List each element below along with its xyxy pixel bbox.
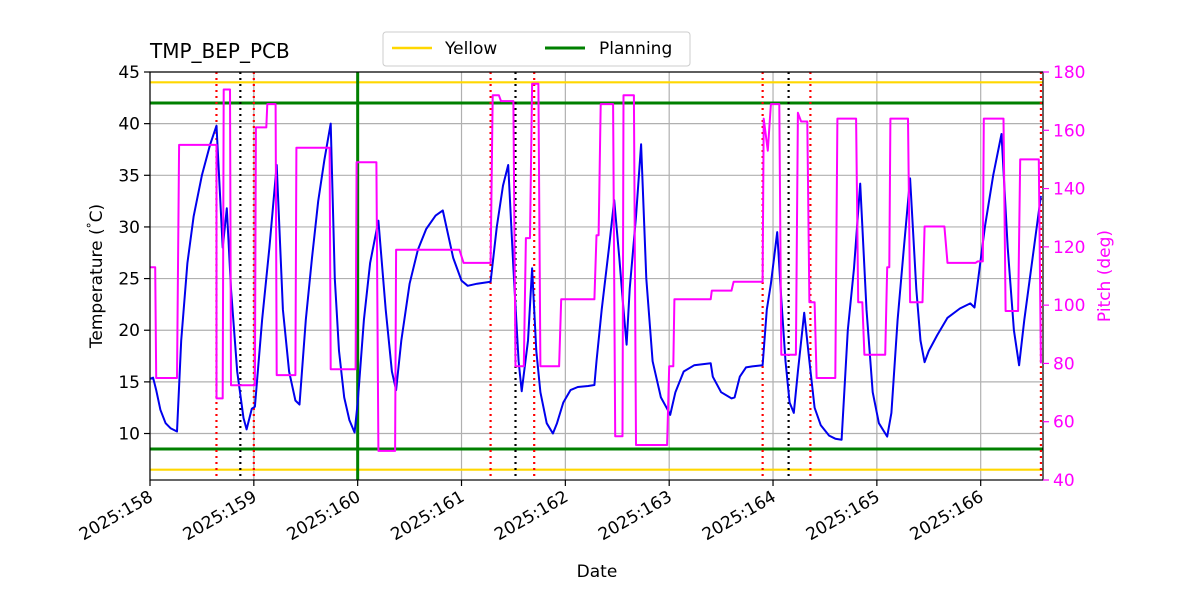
y2-tick-label: 120 [1053, 238, 1085, 258]
y-tick-label: 15 [118, 373, 140, 393]
y2-tick-label: 140 [1053, 180, 1085, 200]
chart-title: TMP_BEP_PCB [149, 39, 290, 63]
y-axis-label-text: Temperature ( [87, 228, 107, 349]
y-tick-label: 30 [118, 218, 140, 238]
y2-tick-label: 180 [1053, 63, 1085, 83]
plot-frame [149, 71, 1044, 481]
y-tick-label: 45 [118, 63, 140, 83]
legend-box [382, 31, 691, 67]
y2-tick-label: 80 [1053, 354, 1075, 374]
y2-tick-label: 160 [1053, 121, 1085, 141]
y-axis-label-unit: C) [87, 204, 107, 223]
x-axis-label: Date [577, 562, 618, 582]
temperature-series-line [150, 122, 1042, 441]
y-tick-label: 35 [118, 166, 140, 186]
legend: Yellow Planning [382, 31, 691, 67]
y-tick-label: 10 [118, 425, 140, 445]
y-axis-right: 40 60 80 100 120 140 160 180 [1043, 63, 1085, 491]
series-group [150, 82, 1042, 452]
y-axis-label-degree: ° [85, 222, 99, 228]
y2-axis-label: Pitch (deg) [1095, 230, 1115, 322]
y2-tick-label: 60 [1053, 413, 1075, 433]
pitch-series-line [150, 82, 1042, 452]
y-axis-left: 10 15 20 25 30 35 40 45 [118, 63, 150, 445]
limit-lines [150, 81, 1043, 471]
y-tick-label: 20 [118, 321, 140, 341]
legend-label-planning: Planning [599, 39, 672, 59]
y2-tick-label: 100 [1053, 296, 1085, 316]
legend-label-yellow: Yellow [444, 39, 497, 59]
y2-tick-label: 40 [1053, 471, 1075, 491]
y-tick-label: 25 [118, 270, 140, 290]
y-tick-label: 40 [118, 115, 140, 135]
y-axis-label: Temperature (°C) [85, 204, 107, 349]
